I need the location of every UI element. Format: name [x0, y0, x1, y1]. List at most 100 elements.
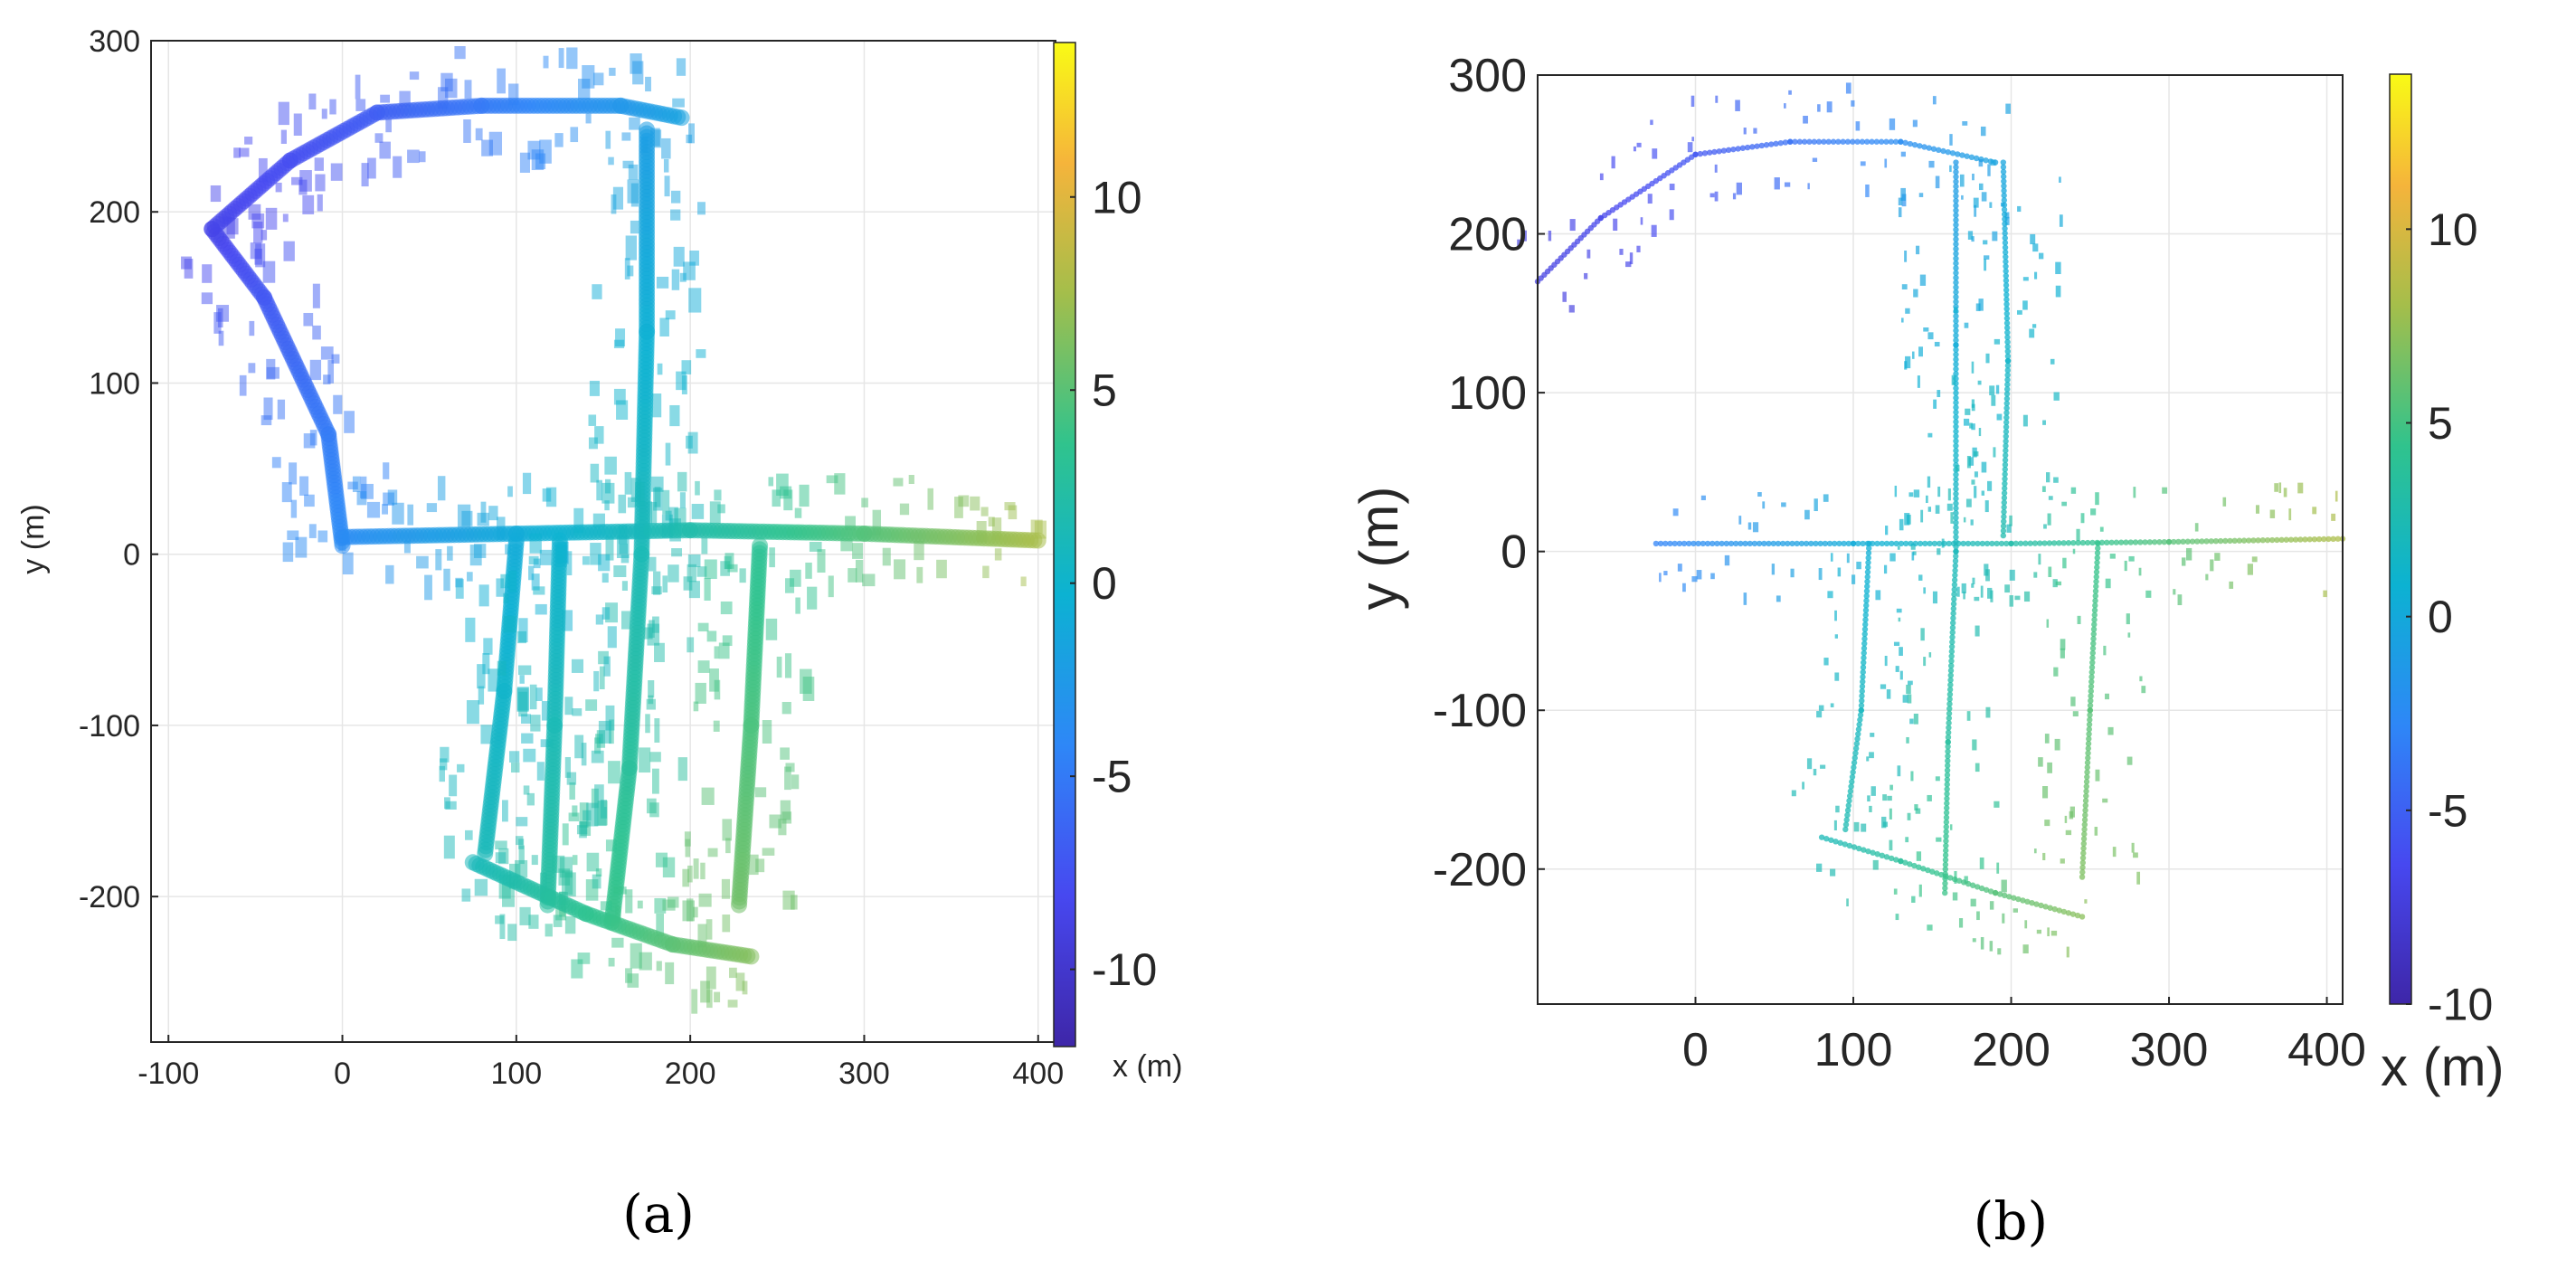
building-point — [697, 660, 710, 673]
building-point — [444, 797, 450, 810]
building-point — [2002, 913, 2005, 924]
map-point — [2046, 540, 2053, 546]
y-tick-label: -100 — [1433, 685, 1527, 737]
building-point — [608, 957, 615, 967]
building-point — [627, 179, 639, 204]
building-point — [2139, 676, 2143, 682]
building-point — [1965, 408, 1971, 415]
map-point — [1943, 838, 1949, 844]
building-point — [574, 735, 584, 759]
map-point — [1947, 677, 1954, 684]
building-point — [2004, 584, 2011, 593]
building-point — [668, 896, 679, 908]
building-point — [735, 972, 745, 991]
map-point — [2003, 540, 2010, 547]
map-point — [1907, 861, 1913, 867]
map-point — [1930, 146, 1937, 152]
building-point — [1611, 156, 1615, 169]
map-point — [2081, 821, 2088, 828]
building-point — [714, 679, 721, 700]
building-point — [2222, 497, 2227, 507]
building-point — [1562, 291, 1567, 302]
building-point — [588, 414, 597, 426]
map-point — [1864, 578, 1870, 585]
map-point — [1948, 643, 1956, 650]
map-point — [1798, 540, 1805, 547]
building-point — [2053, 667, 2059, 677]
building-point — [720, 561, 730, 576]
building-point — [385, 564, 394, 584]
map-point — [1942, 889, 1948, 896]
building-point — [475, 128, 483, 141]
map-point — [1879, 852, 1886, 859]
building-point — [289, 462, 298, 485]
building-point — [535, 603, 547, 615]
building-point — [1677, 564, 1682, 572]
building-point — [807, 586, 818, 610]
building-point — [517, 630, 526, 644]
map-point — [1953, 394, 1959, 402]
map-point — [1953, 322, 1959, 329]
building-point — [695, 682, 706, 704]
map-point — [2079, 859, 2087, 866]
map-point — [1953, 481, 1959, 488]
map-point — [2292, 536, 2299, 543]
building-point — [1974, 204, 1977, 217]
building-point — [1893, 641, 1900, 647]
building-point — [1973, 197, 1979, 208]
map-point — [1926, 145, 1932, 151]
building-point — [495, 840, 507, 850]
map-point — [1944, 800, 1950, 807]
map-point — [1968, 154, 1975, 161]
map-point — [1845, 802, 1852, 809]
building-point — [1866, 756, 1870, 762]
map-point — [1953, 260, 1959, 267]
building-point — [1690, 95, 1695, 108]
building-point — [497, 660, 507, 676]
x-tick-label: 300 — [2130, 1024, 2209, 1076]
building-point — [2014, 595, 2021, 601]
map-point — [2091, 607, 2098, 613]
building-point — [265, 207, 278, 230]
building-point — [725, 838, 731, 854]
building-point — [1923, 327, 1929, 332]
map-point — [2003, 263, 2009, 270]
map-point — [1942, 857, 1949, 863]
map-point — [1925, 867, 1931, 874]
map-point — [2259, 537, 2267, 544]
building-point — [1030, 519, 1043, 534]
building-point — [781, 811, 792, 824]
building-point — [254, 248, 262, 265]
map-point — [1707, 149, 1713, 156]
map-point — [1806, 138, 1813, 145]
map-point — [1948, 649, 1956, 655]
map-point — [2161, 538, 2167, 545]
colorbar-tick-label: -5 — [2428, 785, 2467, 836]
map-point — [1950, 615, 1956, 621]
building-point — [679, 272, 687, 282]
building-point — [784, 653, 792, 678]
map-point — [2060, 540, 2067, 546]
map-point — [2031, 540, 2039, 546]
map-point — [2094, 564, 2100, 571]
map-point — [1942, 885, 1948, 892]
building-point — [2066, 946, 2069, 958]
building-point — [202, 264, 213, 283]
building-point — [2105, 578, 2111, 589]
building-point — [233, 147, 241, 158]
map-point — [2015, 896, 2022, 903]
building-point — [1889, 784, 1893, 791]
building-point — [1995, 384, 2000, 394]
building-point — [1963, 592, 1965, 600]
building-point — [1629, 252, 1634, 265]
building-point — [497, 68, 506, 94]
map-point — [1672, 540, 1678, 547]
map-point — [2297, 536, 2304, 543]
building-point — [1814, 498, 1818, 512]
building-point — [722, 635, 733, 647]
map-point — [1898, 138, 1904, 145]
map-point — [2002, 457, 2009, 463]
building-point — [693, 858, 699, 879]
map-point — [2093, 573, 2099, 580]
map-point — [1754, 143, 1760, 149]
